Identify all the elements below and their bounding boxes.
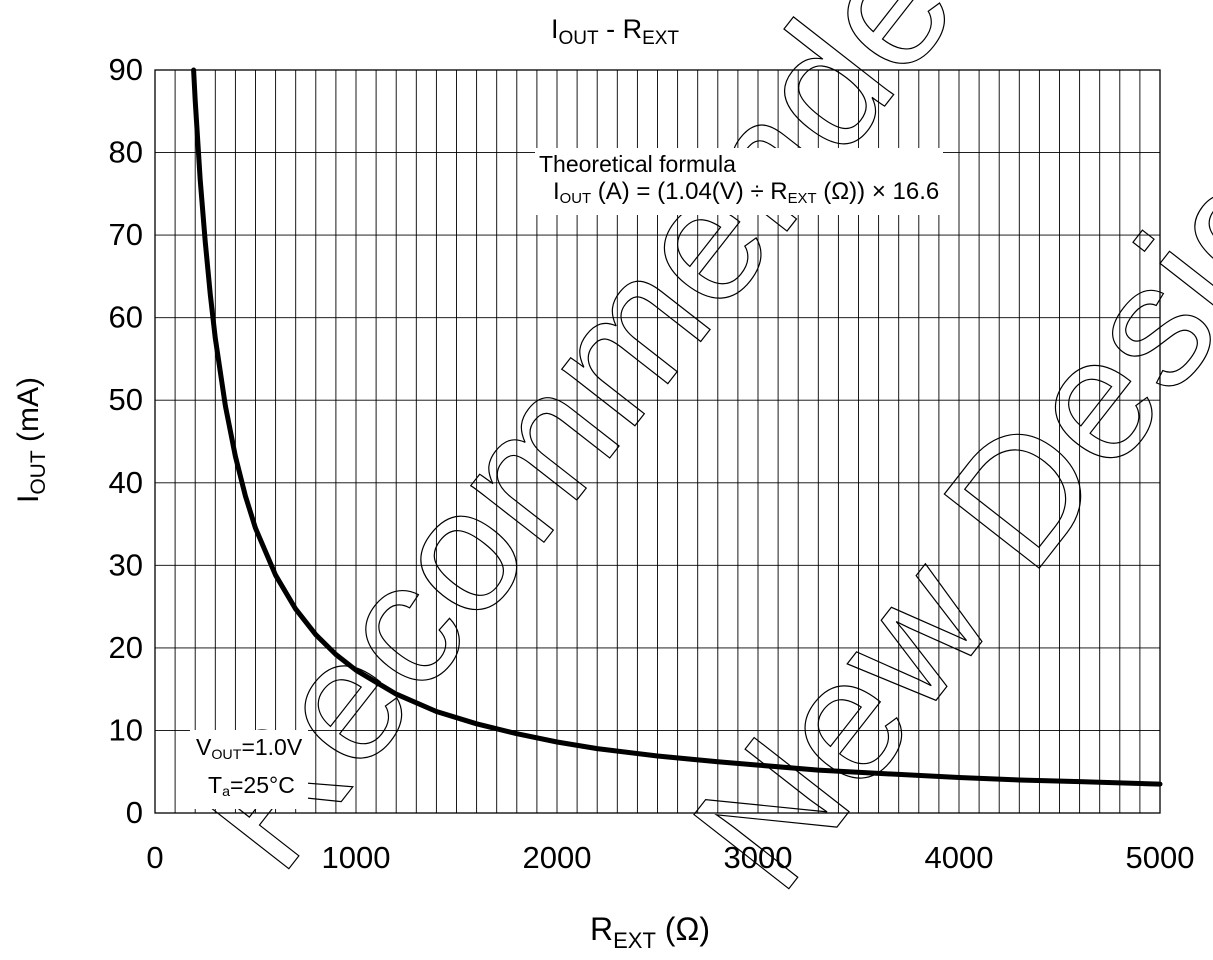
y-tick-label: 10 <box>109 712 143 747</box>
y-tick-label: 80 <box>109 135 143 170</box>
watermark: Recommended New Design <box>156 0 1213 924</box>
series-line <box>191 67 1163 787</box>
y-tick-label: 20 <box>109 630 143 665</box>
condition-temperature: Ta=25°C <box>208 771 295 801</box>
x-tick-label: 1000 <box>322 840 391 875</box>
y-tick-label: 70 <box>109 217 143 252</box>
y-tick-label: 40 <box>109 465 143 500</box>
x-tick-label: 2000 <box>523 840 592 875</box>
chart-title: IOUT - REXT <box>551 14 679 49</box>
x-tick-label: 5000 <box>1126 840 1195 875</box>
y-axis-label: IOUT (mA) <box>12 377 50 503</box>
tick-labels: 0 10 20 30 40 50 60 70 80 90 0 1000 2000 3000 4000 5000 <box>109 52 1195 875</box>
x-tick-label: 3000 <box>724 840 793 875</box>
y-tick-label: 0 <box>126 795 143 830</box>
y-tick-label: 50 <box>109 382 143 417</box>
x-axis-label: REXT (Ω) <box>590 911 710 953</box>
x-tick-label: 0 <box>146 840 163 875</box>
x-tick-label: 4000 <box>925 840 994 875</box>
y-tick-label: 60 <box>109 300 143 335</box>
condition-voltage: VOUT=1.0V <box>196 734 303 763</box>
condition-annotation: VOUT=1.0V Ta=25°C <box>190 730 309 810</box>
y-tick-label: 90 <box>109 52 143 87</box>
y-tick-label: 30 <box>109 547 143 582</box>
formula-annotation: Theoretical formula IOUT (A) = (1.04(V) … <box>535 148 944 216</box>
plot-frame <box>154 69 1161 814</box>
formula-heading: Theoretical formula <box>539 151 736 177</box>
grid <box>155 69 1160 814</box>
formula-text: IOUT (A) = (1.04(V) ÷ REXT (Ω)) × 16.6 <box>553 178 940 208</box>
